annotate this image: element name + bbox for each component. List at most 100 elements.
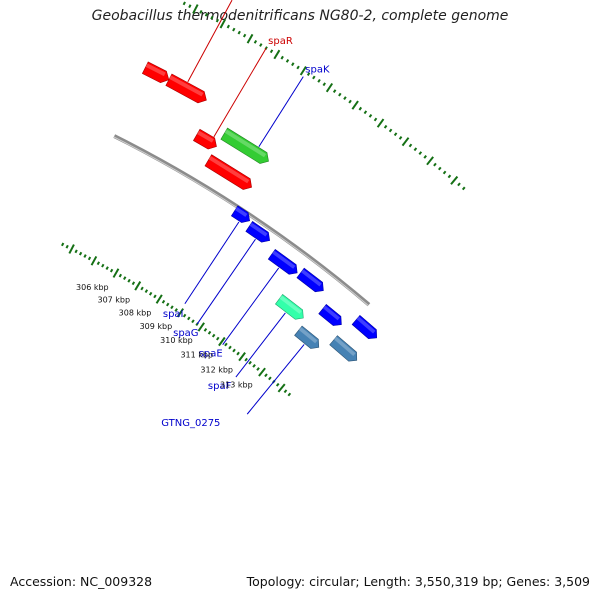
outer-tick-mark bbox=[325, 82, 334, 93]
inner-tick-mark bbox=[228, 345, 232, 350]
outer-tick-mark bbox=[442, 170, 447, 175]
inner-tick-mark bbox=[109, 268, 114, 273]
outer-tick-mark bbox=[343, 96, 347, 100]
scale-label: 309 kbp bbox=[140, 322, 173, 331]
outer-tick-mark bbox=[398, 136, 403, 140]
inner-tick-mark bbox=[275, 382, 280, 387]
topology-summary: Topology: circular; Length: 3,550,319 bp… bbox=[246, 574, 590, 589]
outer-tick-mark bbox=[237, 30, 241, 35]
gene-arrow-highlight bbox=[145, 63, 166, 77]
inner-tick-mark bbox=[287, 392, 292, 397]
outer-tick-mark bbox=[253, 39, 258, 44]
gene-arrow-highlight bbox=[334, 336, 356, 357]
outer-tick-mark bbox=[322, 82, 326, 87]
inner-tick-mark bbox=[252, 363, 256, 368]
gene-arrow-highlight bbox=[301, 269, 322, 287]
inner-tick-mark bbox=[96, 261, 101, 266]
gene-arrow-highlight bbox=[169, 75, 204, 97]
inner-tick-mark bbox=[131, 281, 136, 286]
callout-line-spaK bbox=[258, 76, 304, 148]
inner-tick-mark bbox=[197, 322, 205, 332]
inner-tick-mark bbox=[224, 342, 228, 347]
outer-tick-mark bbox=[317, 78, 321, 83]
outer-tick-mark bbox=[363, 110, 368, 115]
inner-tick-mark bbox=[166, 302, 170, 307]
inner-tick-mark bbox=[258, 367, 266, 377]
accession-text: Accession: NC_009328 bbox=[10, 574, 153, 589]
outer-tick-mark bbox=[376, 118, 385, 128]
inner-tick-mark bbox=[90, 255, 98, 266]
inner-tick-mark bbox=[283, 389, 288, 394]
outer-tick-mark bbox=[312, 75, 316, 80]
inner-tick-mark bbox=[112, 268, 120, 278]
callout-line-spaE bbox=[222, 267, 280, 345]
outer-tick-mark bbox=[291, 62, 295, 67]
inner-tick-mark bbox=[176, 308, 184, 318]
outer-tick-mark bbox=[423, 155, 427, 159]
inner-tick-mark bbox=[118, 273, 123, 278]
outer-tick-mark bbox=[401, 137, 410, 147]
inner-tick-mark bbox=[216, 336, 220, 341]
outer-tick-mark bbox=[273, 49, 281, 60]
outer-tick-mark bbox=[351, 100, 359, 110]
scale-label: 311 kbp bbox=[180, 351, 213, 360]
outer-tick-mark bbox=[280, 55, 284, 60]
outer-tick-mark bbox=[226, 24, 230, 29]
outer-tick-mark bbox=[426, 156, 434, 166]
outer-tick-mark bbox=[450, 175, 459, 185]
inner-tick-mark bbox=[211, 333, 216, 338]
outer-tick-mark bbox=[433, 162, 437, 167]
inner-tick-mark bbox=[155, 294, 163, 304]
outer-tick-mark bbox=[457, 182, 461, 187]
outer-tick-mark bbox=[210, 15, 214, 20]
outer-tick-mark bbox=[204, 12, 209, 17]
outer-tick-mark bbox=[348, 99, 352, 104]
outer-tick-mark bbox=[242, 33, 247, 38]
inner-tick-mark bbox=[248, 360, 252, 365]
gene-arrow-aqua bbox=[274, 294, 304, 320]
gene-arrow-steelblue bbox=[329, 335, 358, 362]
gene-label-spaG: spaG bbox=[173, 328, 198, 339]
inner-tick-mark bbox=[191, 319, 195, 324]
inner-tick-mark bbox=[161, 299, 166, 304]
callout-line-spaG bbox=[196, 238, 256, 325]
gene-arrow-highlight bbox=[208, 156, 250, 184]
outer-tick-mark bbox=[408, 143, 413, 148]
scale-label: 308 kbp bbox=[119, 309, 152, 318]
gene-arrow-highlight bbox=[224, 129, 267, 158]
inner-tick-mark bbox=[218, 336, 226, 347]
outer-tick-mark bbox=[259, 43, 263, 47]
inner-tick-mark bbox=[148, 291, 153, 296]
inner-tick-mark bbox=[207, 330, 212, 335]
inner-tick-mark bbox=[74, 249, 78, 254]
scale-label: 313 kbp bbox=[220, 381, 253, 390]
inner-tick-mark bbox=[87, 256, 92, 261]
inner-tick-mark bbox=[170, 305, 174, 310]
gene-label-spaR: spaR bbox=[268, 36, 293, 47]
outer-tick-mark bbox=[269, 49, 274, 54]
outer-tick-mark bbox=[388, 128, 393, 133]
callout-line-spaI bbox=[184, 221, 240, 305]
scale-label: 312 kbp bbox=[200, 365, 233, 374]
inner-tick-mark bbox=[140, 286, 144, 291]
inner-tick-mark bbox=[236, 351, 240, 356]
gene-arrow-highlight bbox=[279, 295, 302, 314]
outer-tick-mark bbox=[246, 33, 254, 44]
gene-arrow-blue bbox=[296, 267, 324, 293]
scale-labels: 306 kbp 307 kbp 308 kbp 309 kbp 310 kbp 311 k… bbox=[76, 283, 253, 390]
inner-tick-mark bbox=[268, 376, 272, 381]
outer-tick-mark bbox=[393, 132, 398, 137]
inner-tick-mark bbox=[127, 278, 131, 283]
gene-arrow-highlight bbox=[249, 222, 268, 237]
gene-arrow-blue bbox=[351, 314, 378, 339]
inner-tick-mark bbox=[68, 244, 75, 254]
gene-arrow-highlight bbox=[298, 327, 318, 344]
outer-tick-mark bbox=[332, 89, 337, 94]
map-title: Geobacillus thermodenitrificans NG80-2, … bbox=[91, 8, 509, 24]
gene-arrow-highlight bbox=[356, 316, 376, 334]
gene-arrow-highlight bbox=[272, 250, 296, 269]
outer-tick-mark bbox=[418, 151, 423, 155]
outer-tick-mark bbox=[192, 4, 199, 14]
gene-label-spaK: spaK bbox=[305, 65, 330, 76]
